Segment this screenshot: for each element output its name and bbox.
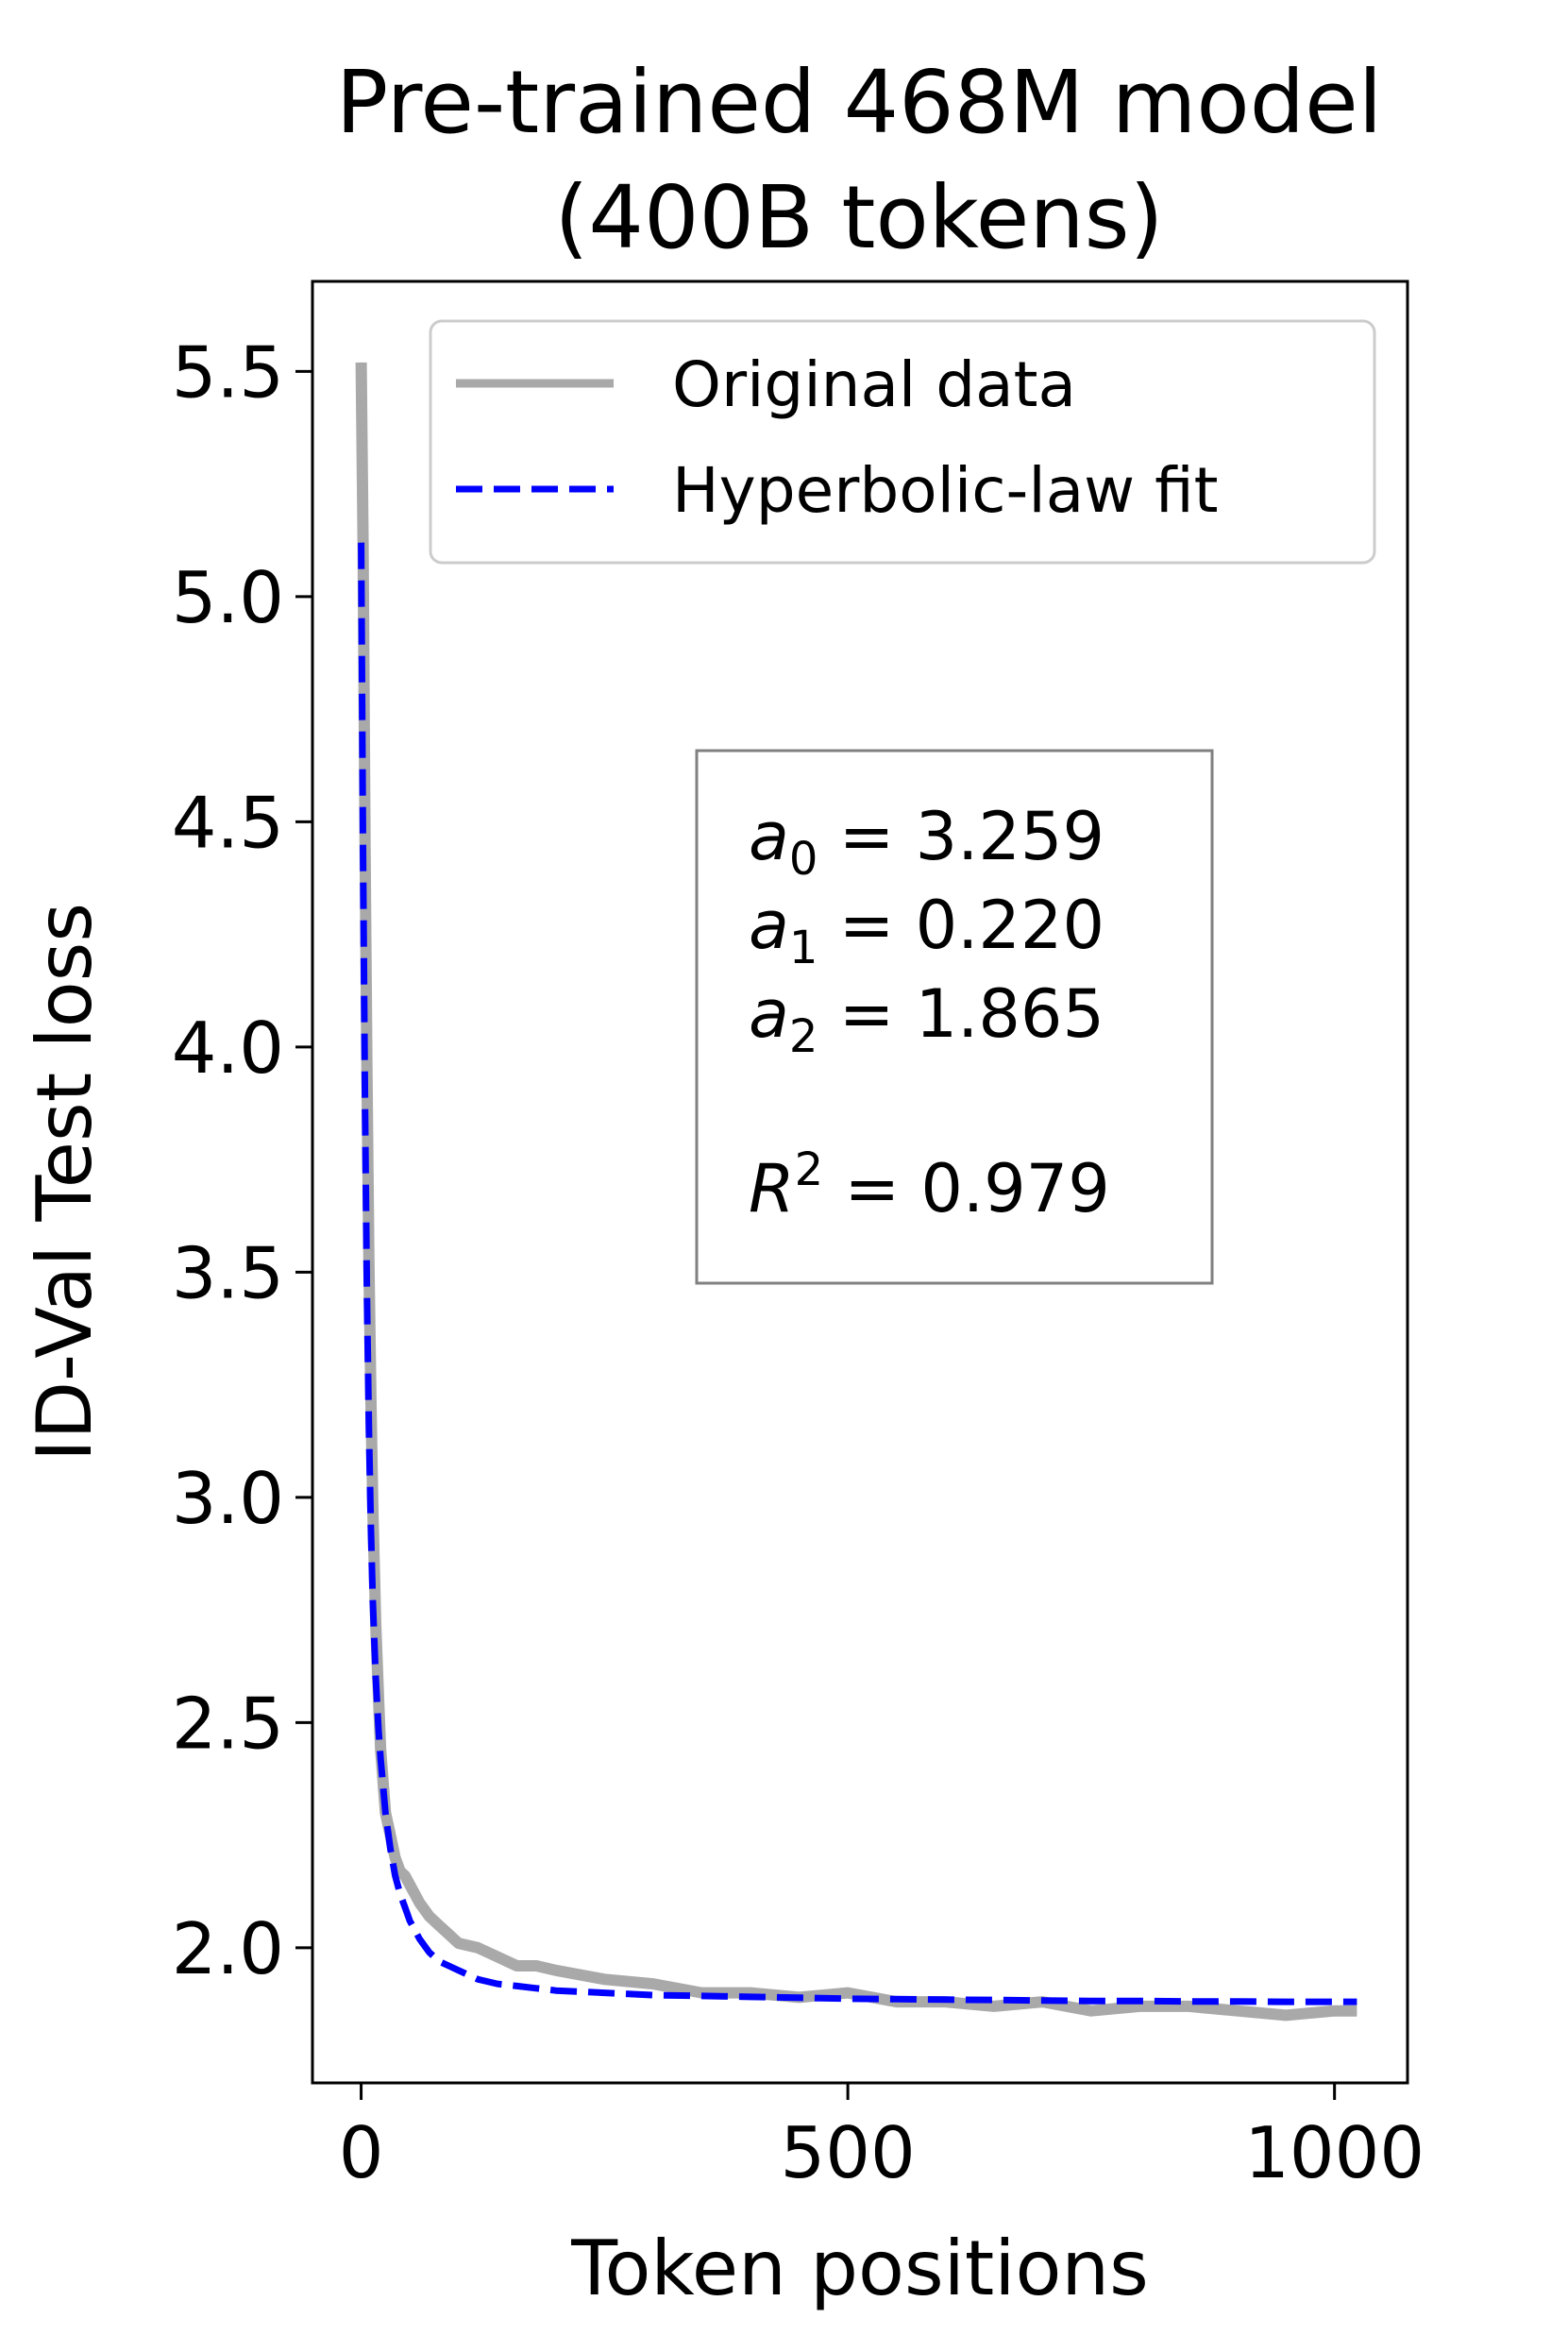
param-a0: a0 = 3.259 [749, 798, 1104, 886]
legend: Original data Hyperbolic-law fit [429, 319, 1376, 565]
y-tick-label: 3.0 [172, 1457, 284, 1540]
y-tick-label: 3.5 [172, 1231, 284, 1314]
hyperbolic-fit-line [358, 542, 1357, 2005]
y-axis: 2.0 2.5 3.0 3.5 4.0 4.5 5.0 5.5 [172, 330, 312, 1990]
y-tick-label: 2.5 [172, 1682, 284, 1765]
chart-title-line2: (400B tokens) [555, 167, 1164, 268]
y-tick-label: 5.0 [172, 556, 284, 639]
y-axis-label: ID-Val Test loss [21, 903, 109, 1462]
y-tick-label: 4.0 [172, 1007, 284, 1090]
y-tick-label: 5.5 [172, 330, 284, 414]
param-a1: a1 = 0.220 [749, 887, 1104, 974]
series-group [355, 362, 1357, 2022]
x-axis-label: Token positions [570, 2225, 1149, 2312]
legend-label-original: Original data [672, 348, 1076, 421]
y-tick-label: 4.5 [172, 781, 284, 864]
x-tick-label: 500 [781, 2111, 916, 2194]
legend-box [429, 319, 1376, 565]
legend-label-fit: Hyperbolic-law fit [672, 454, 1219, 527]
x-tick-label: 0 [339, 2111, 384, 2194]
x-tick-label: 1000 [1244, 2111, 1425, 2194]
annotation-frame [695, 749, 1214, 1285]
r-squared: R2 = 0.979 [749, 1143, 1110, 1227]
chart-title-line1: Pre-trained 468M model [336, 52, 1383, 153]
param-a2: a2 = 1.865 [749, 975, 1104, 1063]
x-axis: 0 500 1000 [339, 2083, 1425, 2194]
y-tick-label: 2.0 [172, 1907, 284, 1990]
fit-parameters-box: a0 = 3.259 a1 = 0.220 a2 = 1.865 R2 = 0.… [695, 749, 1214, 1285]
